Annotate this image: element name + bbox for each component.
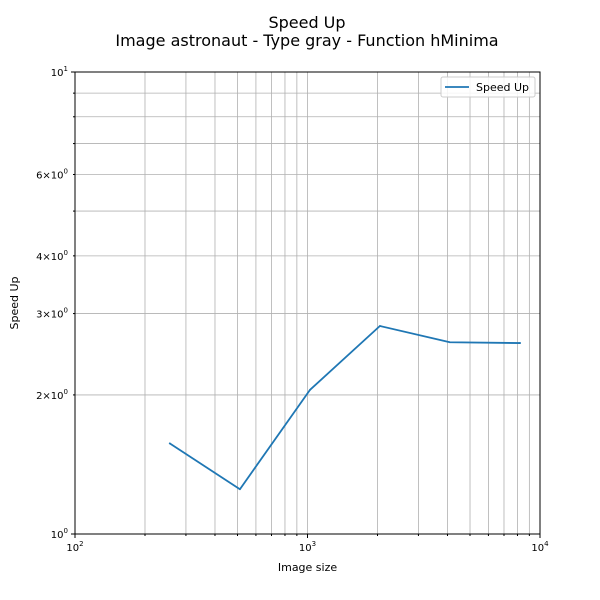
- y-tick-label: 4×100: [36, 249, 68, 263]
- chart-title: Speed Up: [268, 13, 345, 32]
- series-layer: [168, 325, 521, 491]
- x-axis-label: Image size: [278, 561, 338, 574]
- data-point: [308, 389, 311, 391]
- chart-subtitle: Image astronaut - Type gray - Function h…: [115, 31, 498, 50]
- y-tick-label: 101: [51, 65, 68, 79]
- x-tick-label: 103: [299, 540, 316, 554]
- data-point: [518, 342, 521, 344]
- data-point: [239, 488, 241, 491]
- series-line-0: [168, 325, 521, 491]
- data-point: [378, 325, 381, 327]
- legend-label: Speed Up: [476, 81, 529, 94]
- x-tick-label: 102: [66, 540, 83, 554]
- data-point: [169, 442, 171, 445]
- ticks: 102 103 104 100 2×100 3×100 4×100 6×100 101: [36, 65, 549, 554]
- y-tick-label: 3×100: [36, 307, 68, 321]
- y-tick-label: 100: [51, 527, 68, 541]
- data-point: [448, 341, 451, 344]
- y-tick-label: 2×100: [36, 388, 68, 402]
- grid: [74, 72, 540, 535]
- y-axis-label: Speed Up: [8, 276, 21, 329]
- y-tick-label: 6×100: [36, 167, 68, 181]
- x-tick-label: 104: [531, 540, 549, 554]
- legend-box: [440, 76, 536, 98]
- legend: Speed Up: [440, 76, 536, 98]
